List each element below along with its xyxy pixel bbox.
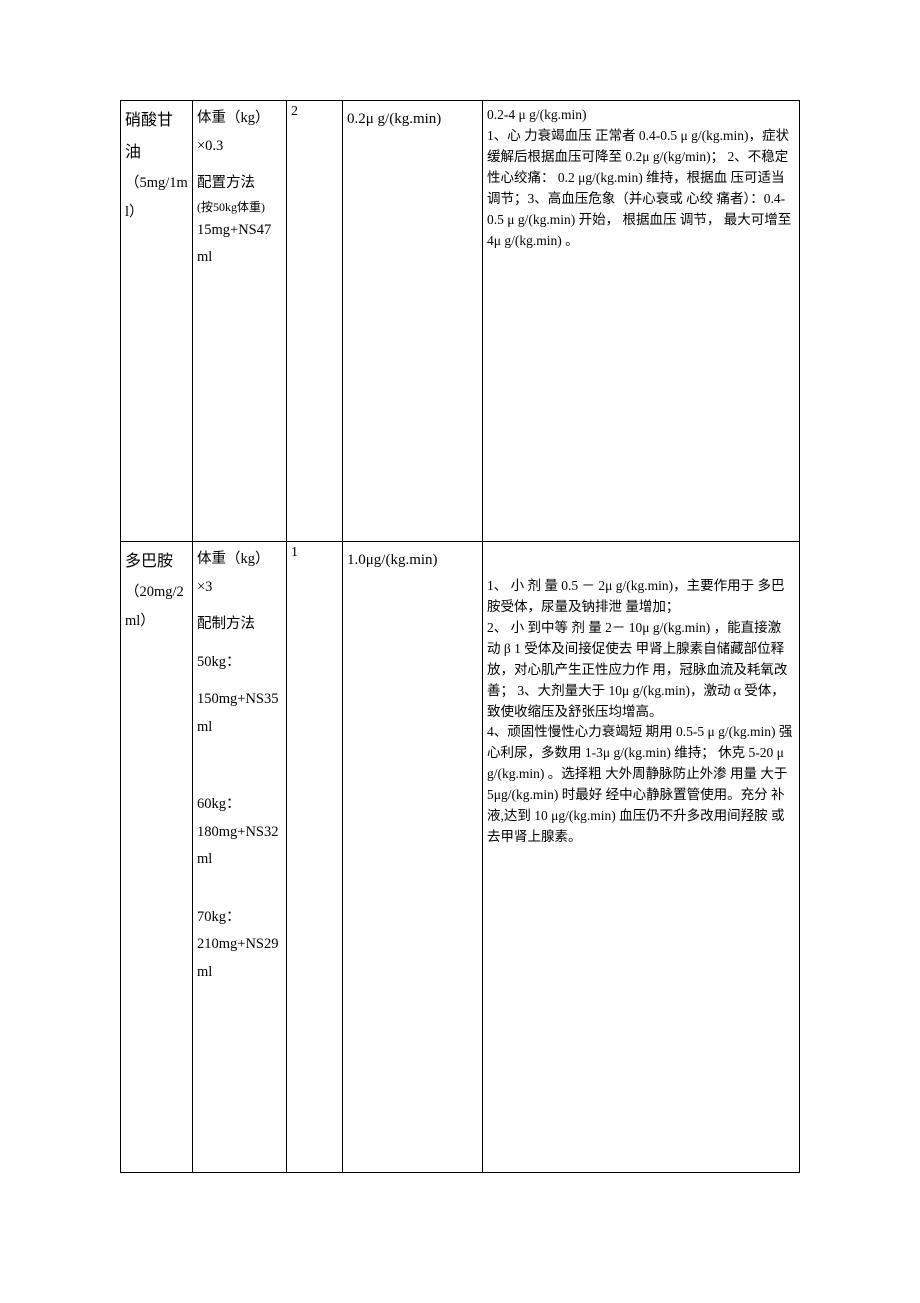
prep-formula: 体重（kg）×3 (197, 546, 282, 601)
cell-desc: 1、 小 剂 量 0.5 － 2μ g/(kg.min)，主要作用于 多巴胺受体… (483, 542, 800, 1173)
document-page: 硝酸甘油 （5mg/1ml） 体重（kg）×0.3 配置方法 (按50kg体重)… (0, 0, 920, 1233)
drug-spec: （20mg/2ml） (125, 578, 188, 636)
cell-drug: 多巴胺 （20mg/2ml） (121, 542, 193, 1173)
prep-detail: 15mg+NS47ml (197, 217, 282, 272)
prep-mix: 180mg+NS32ml (197, 819, 282, 874)
cell-col4: 0.2μ g/(kg.min) (343, 101, 483, 542)
cell-desc: 0.2-4 μ g/(kg.min) 1、心 力衰竭血压 正常者 0.4-0.5… (483, 101, 800, 542)
prep-mix: 210mg+NS29ml (197, 931, 282, 986)
prep-mix: 150mg+NS35ml (197, 686, 282, 741)
prep-method-label: 配置方法 (197, 170, 282, 198)
drug-name: 多巴胺 (125, 546, 188, 578)
drug-name: 硝酸甘油 (125, 105, 188, 169)
drug-spec: （5mg/1ml） (125, 169, 188, 227)
cell-prep: 体重（kg）×0.3 配置方法 (按50kg体重) 15mg+NS47ml (193, 101, 287, 542)
cell-drug: 硝酸甘油 （5mg/1ml） (121, 101, 193, 542)
prep-weight: 50kg： (197, 649, 282, 677)
prep-formula: 体重（kg）×0.3 (197, 105, 282, 160)
cell-col3: 1 (287, 542, 343, 1173)
prep-note: (按50kg体重) (197, 198, 282, 217)
cell-prep: 体重（kg）×3 配制方法 50kg： 150mg+NS35ml 60kg： 1… (193, 542, 287, 1173)
cell-col3: 2 (287, 101, 343, 542)
desc-range: 0.2-4 μ g/(kg.min) (487, 105, 795, 126)
prep-weight: 70kg： (197, 904, 282, 932)
table-row: 多巴胺 （20mg/2ml） 体重（kg）×3 配制方法 50kg： 150mg… (121, 542, 800, 1173)
prep-weight: 60kg： (197, 791, 282, 819)
desc-body: 1、 小 剂 量 0.5 － 2μ g/(kg.min)，主要作用于 多巴胺受体… (487, 576, 795, 848)
drug-table: 硝酸甘油 （5mg/1ml） 体重（kg）×0.3 配置方法 (按50kg体重)… (120, 100, 800, 1173)
desc-body: 1、心 力衰竭血压 正常者 0.4-0.5 μ g/(kg.min)，症状 缓解… (487, 126, 795, 252)
prep-method-label: 配制方法 (197, 611, 282, 639)
table-row: 硝酸甘油 （5mg/1ml） 体重（kg）×0.3 配置方法 (按50kg体重)… (121, 101, 800, 542)
cell-col4: 1.0μg/(kg.min) (343, 542, 483, 1173)
